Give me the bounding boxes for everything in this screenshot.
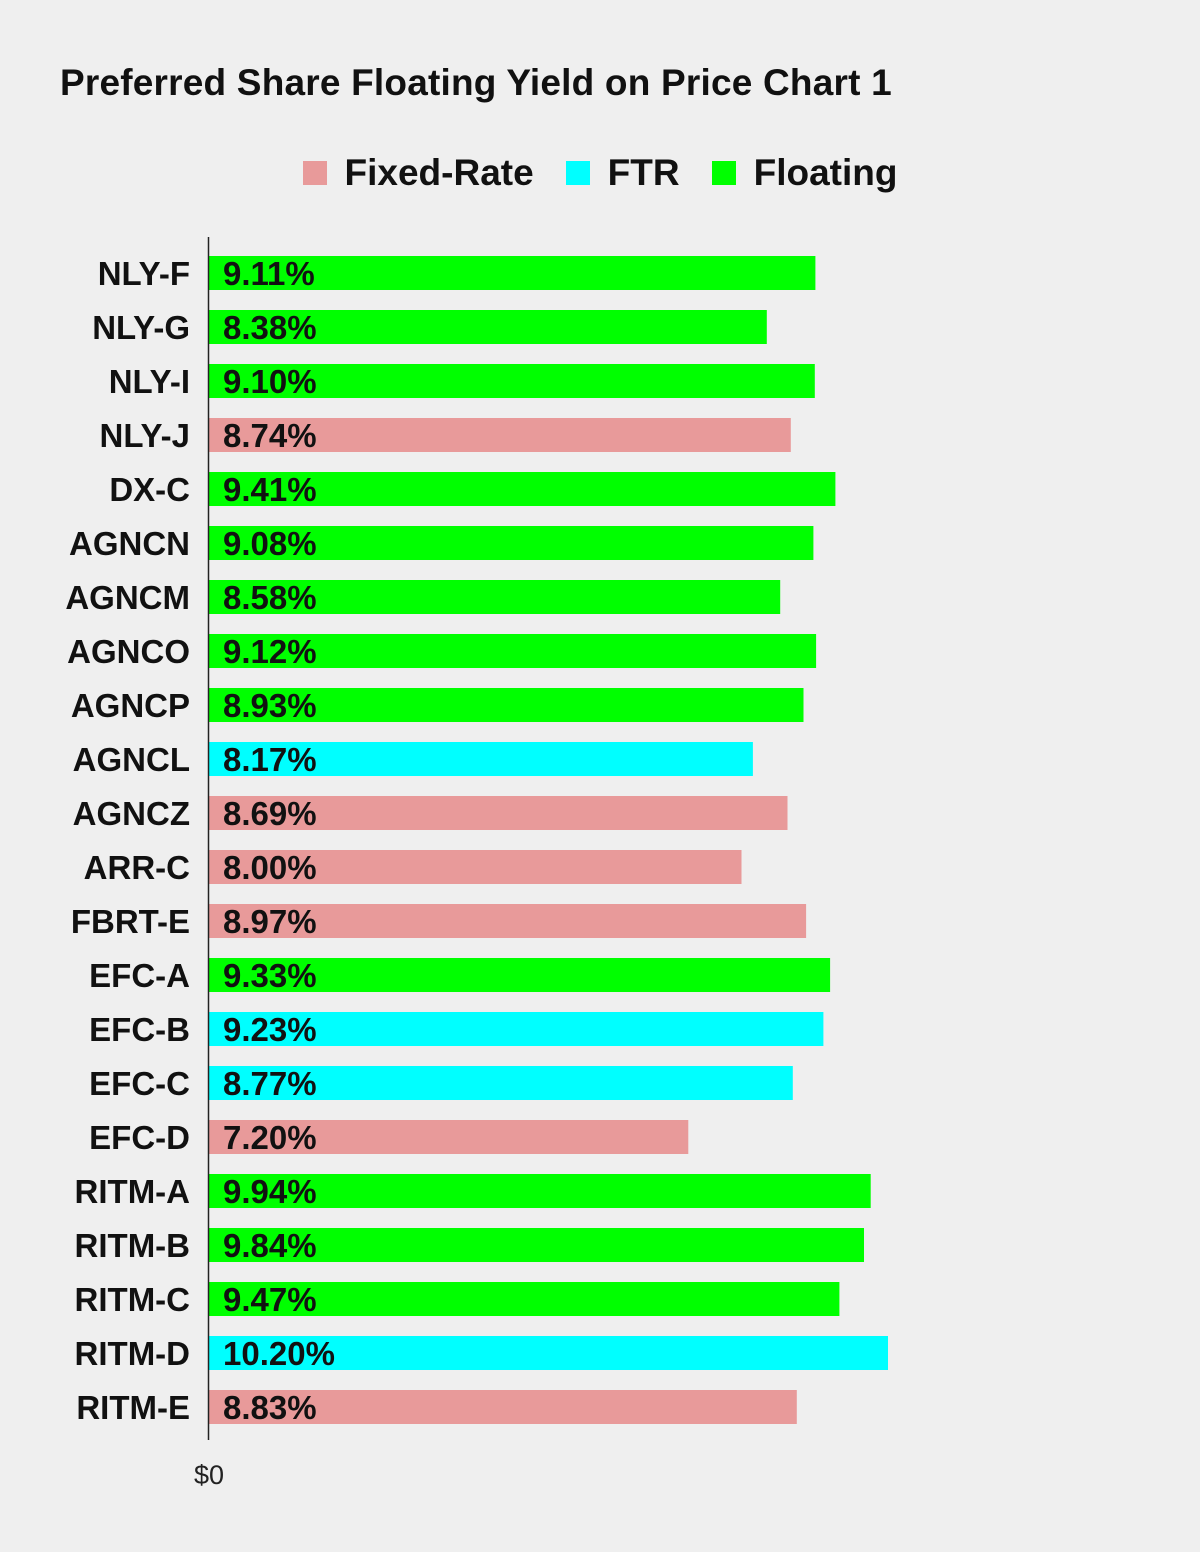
data-label: 9.47% (223, 1281, 317, 1318)
data-label: 8.00% (223, 849, 317, 886)
category-label: EFC-C (89, 1065, 190, 1102)
category-label: RITM-B (75, 1227, 190, 1264)
category-label: FBRT-E (71, 903, 190, 940)
data-label: 8.58% (223, 579, 317, 616)
bar-efc-a (209, 958, 831, 992)
legend-item-floating: Floating (711, 152, 898, 194)
category-label: NLY-F (98, 255, 190, 292)
bar-efc-c (209, 1066, 793, 1100)
category-label: RITM-A (75, 1173, 190, 1210)
bar-agncz (209, 796, 788, 830)
data-label: 10.20% (223, 1335, 335, 1372)
legend-label-ftr: FTR (607, 152, 680, 193)
category-label: RITM-D (75, 1335, 190, 1372)
legend-swatch-fixed-rate (302, 161, 327, 185)
data-label: 9.12% (223, 633, 317, 670)
legend-item-fixed-rate: Fixed-Rate (302, 152, 534, 194)
bar-ritm-b (209, 1228, 864, 1262)
bar-arr-c (209, 850, 742, 884)
data-label: 8.74% (223, 417, 317, 454)
category-label: NLY-J (100, 417, 191, 454)
data-label: 8.77% (223, 1065, 317, 1102)
data-label: 9.33% (223, 957, 317, 994)
data-label: 8.93% (223, 687, 317, 724)
bar-nly-j (209, 418, 791, 452)
category-label: AGNCZ (73, 795, 190, 832)
bar-fbrt-e (209, 904, 807, 938)
bar-dx-c (209, 472, 836, 506)
data-label: 7.20% (223, 1119, 317, 1156)
data-label: 8.17% (223, 741, 317, 778)
legend-label-floating: Floating (753, 152, 898, 193)
legend: Fixed-Rate FTR Floating (0, 150, 1200, 196)
legend-swatch-ftr (565, 161, 590, 185)
data-label: 9.84% (223, 1227, 317, 1264)
data-label: 8.97% (223, 903, 317, 940)
data-label: 9.41% (223, 471, 317, 508)
category-label: AGNCP (71, 687, 190, 724)
bar-nly-f (209, 256, 816, 290)
bar-agncn (209, 526, 814, 560)
bar-efc-b (209, 1012, 824, 1046)
bar-agncm (209, 580, 781, 614)
data-label: 9.10% (223, 363, 317, 400)
category-label: EFC-A (89, 957, 190, 994)
bar-efc-d (209, 1120, 689, 1154)
bar-nly-i (209, 364, 815, 398)
chart-title: Preferred Share Floating Yield on Price … (60, 62, 892, 103)
bar-ritm-d (209, 1336, 888, 1370)
data-label: 9.08% (223, 525, 317, 562)
category-label: RITM-C (75, 1281, 190, 1318)
data-label: 8.38% (223, 309, 317, 346)
bar-agncl (209, 742, 753, 776)
bar-ritm-e (209, 1390, 797, 1424)
category-label: AGNCO (67, 633, 190, 670)
category-label: ARR-C (84, 849, 190, 886)
category-label: AGNCM (65, 579, 190, 616)
category-label: EFC-D (89, 1119, 190, 1156)
bar-ritm-c (209, 1282, 840, 1316)
legend-label-fixed-rate: Fixed-Rate (344, 152, 534, 193)
data-label: 8.83% (223, 1389, 317, 1426)
category-label: AGNCL (73, 741, 190, 778)
category-label: AGNCN (69, 525, 190, 562)
bar-agnco (209, 634, 817, 668)
category-label: NLY-G (92, 309, 190, 346)
category-label: RITM-E (76, 1389, 190, 1426)
category-label: DX-C (109, 471, 190, 508)
category-label: EFC-B (89, 1011, 190, 1048)
bar-ritm-a (209, 1174, 871, 1208)
legend-swatch-floating (711, 161, 736, 185)
x-tick-label: $0 (194, 1460, 224, 1490)
legend-item-ftr: FTR (565, 152, 680, 194)
bar-nly-g (209, 310, 767, 344)
data-label: 9.94% (223, 1173, 317, 1210)
category-label: NLY-I (109, 363, 190, 400)
data-label: 8.69% (223, 795, 317, 832)
bar-agncp (209, 688, 804, 722)
data-label: 9.11% (223, 255, 315, 292)
data-label: 9.23% (223, 1011, 317, 1048)
